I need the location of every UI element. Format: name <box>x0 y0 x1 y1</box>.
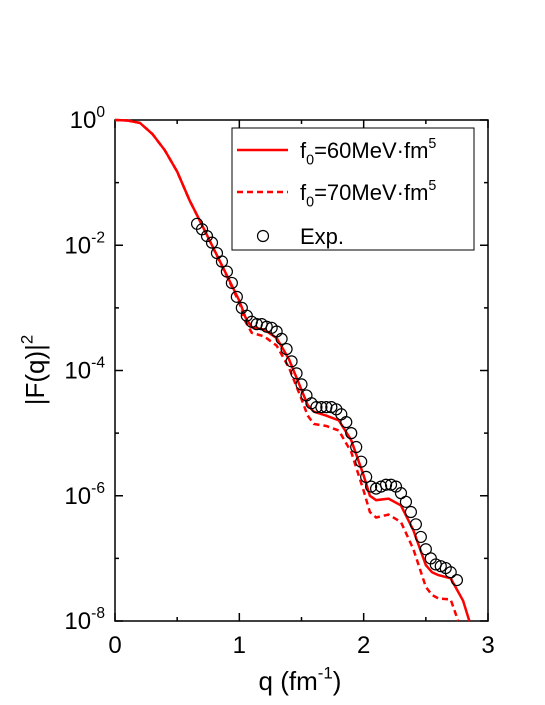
legend-label: Exp. <box>300 224 344 249</box>
data-point <box>350 440 363 454</box>
x-tick-label: 0 <box>108 632 121 659</box>
series-line <box>114 118 460 622</box>
x-axis-label: q (fm-1) <box>259 663 342 696</box>
data-point <box>340 415 353 429</box>
data-point <box>275 332 288 345</box>
data-point <box>444 566 457 579</box>
data-point <box>404 505 418 519</box>
data-point <box>285 355 298 368</box>
data-point <box>419 543 432 556</box>
data-point <box>310 401 323 414</box>
y-tick-label: 10-6 <box>64 480 105 510</box>
legend-marker <box>256 229 270 243</box>
data-point <box>409 518 422 531</box>
data-point <box>225 276 238 290</box>
data-point <box>355 455 368 468</box>
data-point <box>450 573 464 587</box>
data-point <box>315 401 328 414</box>
y-tick-label: 100 <box>70 104 106 134</box>
data-point <box>345 427 358 440</box>
data-point <box>399 495 413 508</box>
data-point <box>290 367 303 380</box>
data-point <box>260 320 273 333</box>
y-tick-label: 10-4 <box>64 355 105 385</box>
x-tick-label: 1 <box>233 632 246 659</box>
legend-box <box>231 127 475 251</box>
legend-label: f0=70MeV·fm5 <box>300 178 436 211</box>
data-point <box>220 265 233 278</box>
data-point <box>414 530 427 544</box>
data-point <box>384 478 398 491</box>
data-point <box>360 470 373 483</box>
data-point <box>374 480 388 493</box>
data-point <box>205 236 219 249</box>
data-point <box>215 255 229 268</box>
y-tick-label: 10-8 <box>64 605 105 635</box>
x-tick-label: 3 <box>481 632 494 659</box>
data-point <box>295 378 308 391</box>
y-tick-label: 10-2 <box>64 229 105 259</box>
y-axis-label: |F(q)|2 <box>17 335 50 406</box>
data-point <box>230 290 243 303</box>
data-point <box>379 478 393 491</box>
data-point <box>434 560 447 573</box>
legend-label: f0=60MeV·fm5 <box>300 136 436 169</box>
x-tick-label: 2 <box>357 632 370 659</box>
data-point <box>280 342 293 356</box>
